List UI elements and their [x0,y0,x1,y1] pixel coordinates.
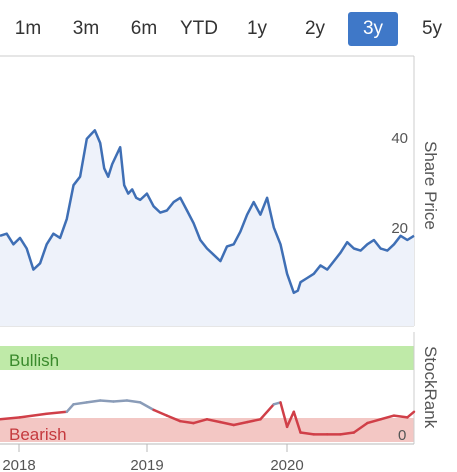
tab-3m[interactable]: 3m [72,18,100,39]
stockrank-segment [138,401,155,412]
stockrank-segment [245,418,262,424]
share-price-axis-label: Share Price [421,141,440,230]
bullish-band [0,346,414,370]
x-tick-2018: 2018 [2,457,35,472]
x-tick-2019: 2019 [130,457,163,472]
bearish-label: Bearish [9,425,67,444]
price-area-fill [0,130,414,326]
stockrank-segment [366,418,382,425]
stockrank-segment [259,403,276,421]
tab-3y[interactable]: 3y [348,12,398,46]
stockrank-segment [65,403,75,414]
stockrank-segment [392,414,409,419]
stockrank-segment [285,410,296,429]
stockrank-segment [18,412,48,419]
price-tick-40: 40 [391,130,408,147]
stockrank-segment [352,421,369,434]
stockrank-segment [85,399,102,404]
tab-5y[interactable]: 5y [421,18,443,39]
tab-6m[interactable]: 6m [130,18,158,39]
stockrank-segment [0,416,22,421]
stockrank-segment [205,418,222,424]
stockrank-segment [232,420,249,427]
rank-tick-0: 0 [398,427,406,444]
stockrank-segment [45,410,69,415]
stockrank-axis-label: StockRank [421,346,440,429]
x-tick-2020: 2020 [270,457,303,472]
stockrank-segment [192,418,209,425]
stockrank-segment [152,408,169,417]
tab-2y[interactable]: 2y [304,18,326,39]
stockrank-segment [292,410,302,434]
stockrank-segment [406,410,416,419]
tab-1m[interactable]: 1m [14,18,42,39]
stockrank-segment [98,399,115,403]
stockrank-segment [219,420,235,427]
stockrank-segment [72,401,89,406]
bullish-label: Bullish [9,351,59,370]
stockrank-series [0,399,416,436]
stockrank-segment [299,431,316,436]
price-tick-20: 20 [391,220,408,237]
stockrank-segment [125,399,142,404]
stockrank-segment [339,431,356,436]
stockrank-segment [279,401,289,429]
stockrank-segment [165,414,182,423]
price-series-line [0,129,415,295]
stockrank-segment [179,419,195,425]
period-tabs: 1m 3m 6m YTD 1y 2y 3y 5y [0,0,457,52]
bearish-band [0,418,414,442]
stockrank-segment [112,399,129,403]
stockrank-segment [379,414,396,421]
tab-1y[interactable]: 1y [246,18,268,39]
tab-ytd[interactable]: YTD [180,18,218,39]
